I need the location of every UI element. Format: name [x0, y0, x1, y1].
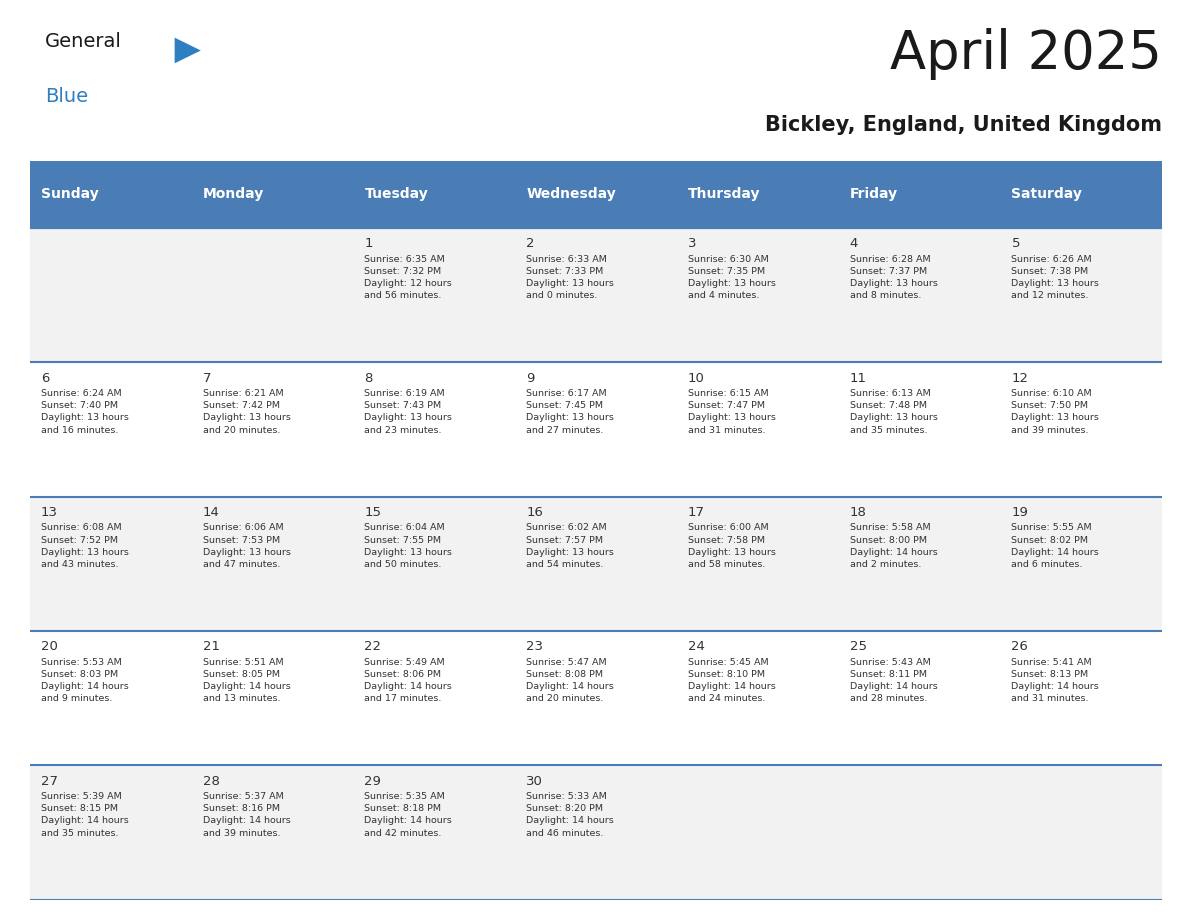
Text: 4: 4: [849, 237, 858, 251]
Text: 6: 6: [42, 372, 50, 385]
Text: 29: 29: [365, 775, 381, 788]
Text: Sunrise: 5:47 AM
Sunset: 8:08 PM
Daylight: 14 hours
and 20 minutes.: Sunrise: 5:47 AM Sunset: 8:08 PM Dayligh…: [526, 658, 614, 703]
Text: Sunrise: 6:15 AM
Sunset: 7:47 PM
Daylight: 13 hours
and 31 minutes.: Sunrise: 6:15 AM Sunset: 7:47 PM Dayligh…: [688, 389, 776, 434]
Text: 13: 13: [42, 506, 58, 519]
Text: Sunrise: 6:19 AM
Sunset: 7:43 PM
Daylight: 13 hours
and 23 minutes.: Sunrise: 6:19 AM Sunset: 7:43 PM Dayligh…: [365, 389, 453, 434]
Text: 18: 18: [849, 506, 866, 519]
Text: 19: 19: [1011, 506, 1029, 519]
Text: Tuesday: Tuesday: [365, 187, 428, 201]
Text: Sunrise: 5:49 AM
Sunset: 8:06 PM
Daylight: 14 hours
and 17 minutes.: Sunrise: 5:49 AM Sunset: 8:06 PM Dayligh…: [365, 658, 453, 703]
Text: 20: 20: [42, 641, 58, 654]
Text: Bickley, England, United Kingdom: Bickley, England, United Kingdom: [765, 115, 1162, 135]
Text: 21: 21: [203, 641, 220, 654]
Text: Sunrise: 5:41 AM
Sunset: 8:13 PM
Daylight: 14 hours
and 31 minutes.: Sunrise: 5:41 AM Sunset: 8:13 PM Dayligh…: [1011, 658, 1099, 703]
Text: 27: 27: [42, 775, 58, 788]
Text: Sunrise: 6:00 AM
Sunset: 7:58 PM
Daylight: 13 hours
and 58 minutes.: Sunrise: 6:00 AM Sunset: 7:58 PM Dayligh…: [688, 523, 776, 569]
Text: Sunrise: 6:17 AM
Sunset: 7:45 PM
Daylight: 13 hours
and 27 minutes.: Sunrise: 6:17 AM Sunset: 7:45 PM Dayligh…: [526, 389, 614, 434]
Text: Monday: Monday: [203, 187, 264, 201]
Text: General: General: [45, 32, 122, 51]
Text: Sunrise: 6:21 AM
Sunset: 7:42 PM
Daylight: 13 hours
and 20 minutes.: Sunrise: 6:21 AM Sunset: 7:42 PM Dayligh…: [203, 389, 291, 434]
Bar: [30, 497, 1162, 631]
Text: 9: 9: [526, 372, 535, 385]
Text: Sunrise: 5:33 AM
Sunset: 8:20 PM
Daylight: 14 hours
and 46 minutes.: Sunrise: 5:33 AM Sunset: 8:20 PM Dayligh…: [526, 792, 614, 837]
Text: 8: 8: [365, 372, 373, 385]
Text: 15: 15: [365, 506, 381, 519]
Text: 28: 28: [203, 775, 220, 788]
Text: Sunrise: 5:37 AM
Sunset: 8:16 PM
Daylight: 14 hours
and 39 minutes.: Sunrise: 5:37 AM Sunset: 8:16 PM Dayligh…: [203, 792, 291, 837]
Text: 26: 26: [1011, 641, 1029, 654]
Text: Sunrise: 6:30 AM
Sunset: 7:35 PM
Daylight: 13 hours
and 4 minutes.: Sunrise: 6:30 AM Sunset: 7:35 PM Dayligh…: [688, 254, 776, 300]
Text: Sunrise: 5:53 AM
Sunset: 8:03 PM
Daylight: 14 hours
and 9 minutes.: Sunrise: 5:53 AM Sunset: 8:03 PM Dayligh…: [42, 658, 128, 703]
Text: 7: 7: [203, 372, 211, 385]
Bar: [30, 161, 1162, 228]
Text: 17: 17: [688, 506, 704, 519]
Text: Sunrise: 5:58 AM
Sunset: 8:00 PM
Daylight: 14 hours
and 2 minutes.: Sunrise: 5:58 AM Sunset: 8:00 PM Dayligh…: [849, 523, 937, 569]
Text: April 2025: April 2025: [890, 28, 1162, 80]
Text: Sunrise: 6:24 AM
Sunset: 7:40 PM
Daylight: 13 hours
and 16 minutes.: Sunrise: 6:24 AM Sunset: 7:40 PM Dayligh…: [42, 389, 128, 434]
Text: Sunrise: 5:43 AM
Sunset: 8:11 PM
Daylight: 14 hours
and 28 minutes.: Sunrise: 5:43 AM Sunset: 8:11 PM Dayligh…: [849, 658, 937, 703]
Text: Sunrise: 6:10 AM
Sunset: 7:50 PM
Daylight: 13 hours
and 39 minutes.: Sunrise: 6:10 AM Sunset: 7:50 PM Dayligh…: [1011, 389, 1099, 434]
Text: 5: 5: [1011, 237, 1020, 251]
Text: 2: 2: [526, 237, 535, 251]
Text: Sunrise: 6:06 AM
Sunset: 7:53 PM
Daylight: 13 hours
and 47 minutes.: Sunrise: 6:06 AM Sunset: 7:53 PM Dayligh…: [203, 523, 291, 569]
Text: 24: 24: [688, 641, 704, 654]
Text: Sunrise: 6:26 AM
Sunset: 7:38 PM
Daylight: 13 hours
and 12 minutes.: Sunrise: 6:26 AM Sunset: 7:38 PM Dayligh…: [1011, 254, 1099, 300]
Text: 1: 1: [365, 237, 373, 251]
Text: Sunrise: 6:13 AM
Sunset: 7:48 PM
Daylight: 13 hours
and 35 minutes.: Sunrise: 6:13 AM Sunset: 7:48 PM Dayligh…: [849, 389, 937, 434]
Text: 11: 11: [849, 372, 867, 385]
Text: Sunday: Sunday: [42, 187, 99, 201]
Text: Blue: Blue: [45, 87, 88, 106]
Text: Wednesday: Wednesday: [526, 187, 617, 201]
Text: 16: 16: [526, 506, 543, 519]
Text: Sunrise: 5:35 AM
Sunset: 8:18 PM
Daylight: 14 hours
and 42 minutes.: Sunrise: 5:35 AM Sunset: 8:18 PM Dayligh…: [365, 792, 453, 837]
Text: Sunrise: 6:08 AM
Sunset: 7:52 PM
Daylight: 13 hours
and 43 minutes.: Sunrise: 6:08 AM Sunset: 7:52 PM Dayligh…: [42, 523, 128, 569]
Text: 12: 12: [1011, 372, 1029, 385]
Text: 3: 3: [688, 237, 696, 251]
Text: Sunrise: 5:39 AM
Sunset: 8:15 PM
Daylight: 14 hours
and 35 minutes.: Sunrise: 5:39 AM Sunset: 8:15 PM Dayligh…: [42, 792, 128, 837]
Text: Sunrise: 5:51 AM
Sunset: 8:05 PM
Daylight: 14 hours
and 13 minutes.: Sunrise: 5:51 AM Sunset: 8:05 PM Dayligh…: [203, 658, 291, 703]
Bar: [30, 363, 1162, 497]
Text: Sunrise: 6:04 AM
Sunset: 7:55 PM
Daylight: 13 hours
and 50 minutes.: Sunrise: 6:04 AM Sunset: 7:55 PM Dayligh…: [365, 523, 453, 569]
Bar: [30, 228, 1162, 363]
Text: Sunrise: 5:55 AM
Sunset: 8:02 PM
Daylight: 14 hours
and 6 minutes.: Sunrise: 5:55 AM Sunset: 8:02 PM Dayligh…: [1011, 523, 1099, 569]
Bar: [30, 631, 1162, 766]
Bar: [30, 766, 1162, 900]
Text: Sunrise: 6:33 AM
Sunset: 7:33 PM
Daylight: 13 hours
and 0 minutes.: Sunrise: 6:33 AM Sunset: 7:33 PM Dayligh…: [526, 254, 614, 300]
Text: Sunrise: 5:45 AM
Sunset: 8:10 PM
Daylight: 14 hours
and 24 minutes.: Sunrise: 5:45 AM Sunset: 8:10 PM Dayligh…: [688, 658, 776, 703]
Text: Sunrise: 6:35 AM
Sunset: 7:32 PM
Daylight: 12 hours
and 56 minutes.: Sunrise: 6:35 AM Sunset: 7:32 PM Dayligh…: [365, 254, 453, 300]
Text: Saturday: Saturday: [1011, 187, 1082, 201]
Text: 22: 22: [365, 641, 381, 654]
Text: 14: 14: [203, 506, 220, 519]
Text: Sunrise: 6:02 AM
Sunset: 7:57 PM
Daylight: 13 hours
and 54 minutes.: Sunrise: 6:02 AM Sunset: 7:57 PM Dayligh…: [526, 523, 614, 569]
Text: Friday: Friday: [849, 187, 898, 201]
Text: 25: 25: [849, 641, 867, 654]
Text: Thursday: Thursday: [688, 187, 760, 201]
Text: 10: 10: [688, 372, 704, 385]
Text: Sunrise: 6:28 AM
Sunset: 7:37 PM
Daylight: 13 hours
and 8 minutes.: Sunrise: 6:28 AM Sunset: 7:37 PM Dayligh…: [849, 254, 937, 300]
Text: 30: 30: [526, 775, 543, 788]
Text: 23: 23: [526, 641, 543, 654]
